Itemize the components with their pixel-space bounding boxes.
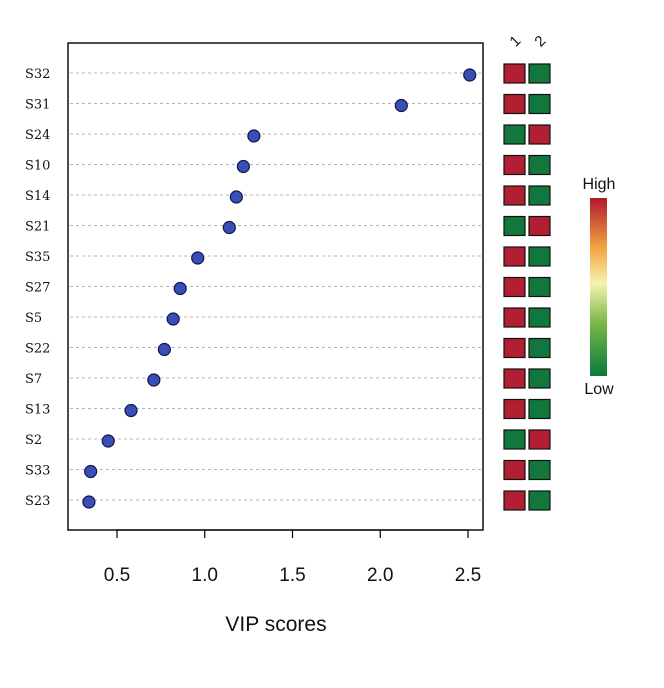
data-point (394, 98, 408, 113)
heatmap-cell (528, 124, 551, 145)
heatmap-cell (528, 93, 551, 115)
x-axis-title: VIP scores (225, 613, 326, 636)
y-tick-label: S35 (25, 250, 50, 265)
y-axis-labels: S32 S31 S24 S10 S14 S21 S35 S27 S5 S22 S7 S13 S2 S33 S… (25, 67, 50, 509)
heatmap-cell (503, 276, 526, 298)
heatmap-cell (528, 429, 551, 450)
heatmap-column-label: 2 (531, 32, 549, 50)
heatmap-column-label: 1 (506, 32, 524, 50)
y-tick-label: S14 (25, 189, 50, 204)
heatmap-cell (503, 459, 526, 481)
data-point (84, 464, 98, 479)
data-point (124, 403, 138, 418)
heatmap-cell (528, 63, 551, 84)
heatmap-cell (503, 307, 526, 328)
y-tick-label: S22 (25, 342, 50, 357)
heatmap-cell (528, 276, 551, 298)
y-tick-label: S33 (25, 464, 50, 479)
x-tick-label: 2.0 (367, 565, 393, 586)
legend-high-label: High (583, 176, 616, 193)
y-tick-label: S2 (25, 433, 42, 448)
heatmap-cell (503, 63, 526, 84)
color-legend: High Low (583, 176, 616, 398)
data-point (236, 159, 250, 174)
x-tick-label: 2.5 (455, 565, 481, 586)
heatmap-cell (503, 429, 526, 450)
y-tick-label: S7 (25, 372, 42, 387)
heatmap-cell (528, 307, 551, 328)
heatmap-cell (528, 337, 551, 359)
data-point (191, 251, 205, 265)
heatmap-cell (503, 368, 526, 389)
heatmap-cell (528, 459, 551, 481)
heatmap-cell (503, 154, 526, 176)
heatmap-cell (528, 154, 551, 176)
x-axis: 0.5 1.0 1.5 2.0 2.5 (104, 529, 481, 586)
data-point (101, 434, 115, 448)
heatmap-cell (503, 93, 526, 115)
x-tick-label: 1.5 (279, 565, 305, 586)
data-point (157, 342, 171, 357)
y-tick-label: S23 (25, 494, 50, 509)
heatmap-cell (503, 246, 526, 267)
data-point (247, 129, 261, 143)
y-tick-label: S24 (25, 128, 50, 143)
data-point (147, 373, 161, 387)
heatmap-cell (528, 215, 551, 237)
heatmap-cell (528, 490, 551, 511)
y-tick-label: S31 (25, 98, 50, 113)
data-point (82, 495, 96, 509)
heatmap-cell (528, 185, 551, 206)
y-tick-label: S10 (25, 159, 50, 174)
heatmap-cell (503, 215, 526, 237)
y-tick-label: S13 (25, 403, 50, 418)
y-tick-label: S5 (25, 311, 42, 326)
y-tick-label: S27 (25, 281, 50, 296)
legend-color-bar (590, 198, 607, 376)
heatmap-cell (528, 368, 551, 389)
heatmap-cell (503, 337, 526, 359)
heatmap-cell (503, 398, 526, 420)
y-tick-label: S32 (25, 67, 50, 82)
heatmap-cell (528, 246, 551, 267)
heatmap-cell (528, 398, 551, 420)
x-tick-label: 1.0 (192, 565, 218, 586)
legend-low-label: Low (584, 381, 614, 398)
data-point (222, 220, 236, 235)
grid-lines (70, 72, 481, 501)
y-tick-label: S21 (25, 220, 50, 235)
data-point (166, 312, 180, 326)
heatmap-cell (503, 124, 526, 145)
data-point (229, 190, 243, 204)
x-tick-label: 0.5 (104, 565, 130, 586)
heatmap-cell (503, 490, 526, 511)
data-point (173, 281, 187, 296)
heatmap-cell (503, 185, 526, 206)
data-point (463, 68, 477, 82)
data-points (82, 68, 477, 509)
